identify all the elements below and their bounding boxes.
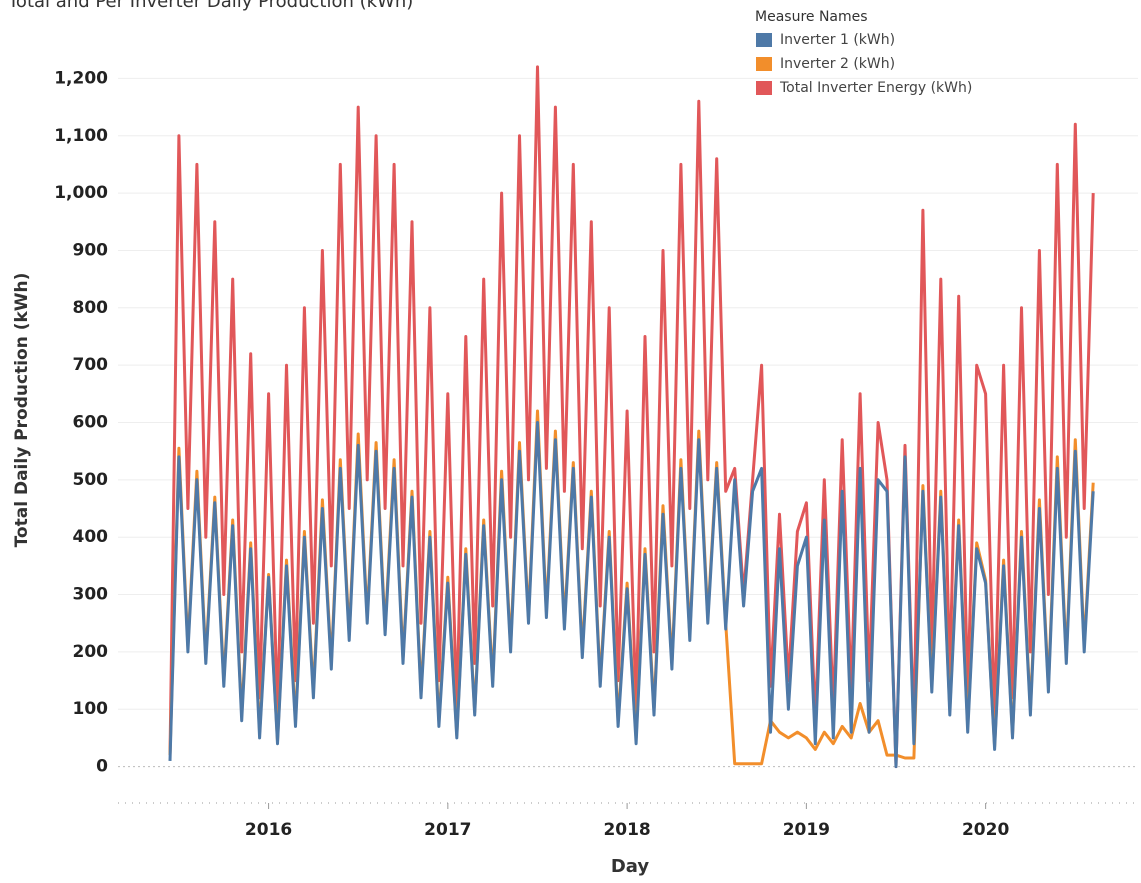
y-tick-label: 800 xyxy=(73,298,109,318)
y-tick-label: 500 xyxy=(73,470,109,490)
y-tick-label: 700 xyxy=(73,355,109,375)
y-tick-label: 0 xyxy=(96,757,108,777)
y-tick-label: 300 xyxy=(73,585,109,605)
series-line xyxy=(168,421,1095,769)
series-line xyxy=(168,65,1095,769)
legend-swatch xyxy=(756,81,772,95)
y-tick-label: 100 xyxy=(73,699,109,719)
legend-swatch xyxy=(756,33,772,47)
chart-title: Total and Per Inverter Daily Production … xyxy=(7,0,413,12)
legend-title: Measure Names xyxy=(755,9,868,25)
y-tick-label: 200 xyxy=(73,642,109,662)
y-tick-label: 900 xyxy=(73,240,109,260)
x-tick-label: 2017 xyxy=(424,820,471,840)
y-tick-label: 1,100 xyxy=(54,126,108,146)
legend-swatch xyxy=(756,57,772,71)
y-tick-label: 400 xyxy=(73,527,109,547)
y-tick-label: 1,000 xyxy=(54,183,108,203)
y-tick-label: 1,200 xyxy=(54,68,108,88)
legend-label: Inverter 2 (kWh) xyxy=(780,56,895,72)
y-axis-label: Total Daily Production (kWh) xyxy=(12,273,32,548)
legend-label: Inverter 1 (kWh) xyxy=(780,32,895,48)
x-axis-label: Day xyxy=(611,856,650,877)
x-tick-label: 2016 xyxy=(245,820,292,840)
y-tick-label: 600 xyxy=(73,413,109,433)
x-tick-label: 2020 xyxy=(962,820,1009,840)
legend-label: Total Inverter Energy (kWh) xyxy=(779,80,972,96)
x-tick-label: 2018 xyxy=(603,820,650,840)
x-tick-label: 2019 xyxy=(783,820,830,840)
